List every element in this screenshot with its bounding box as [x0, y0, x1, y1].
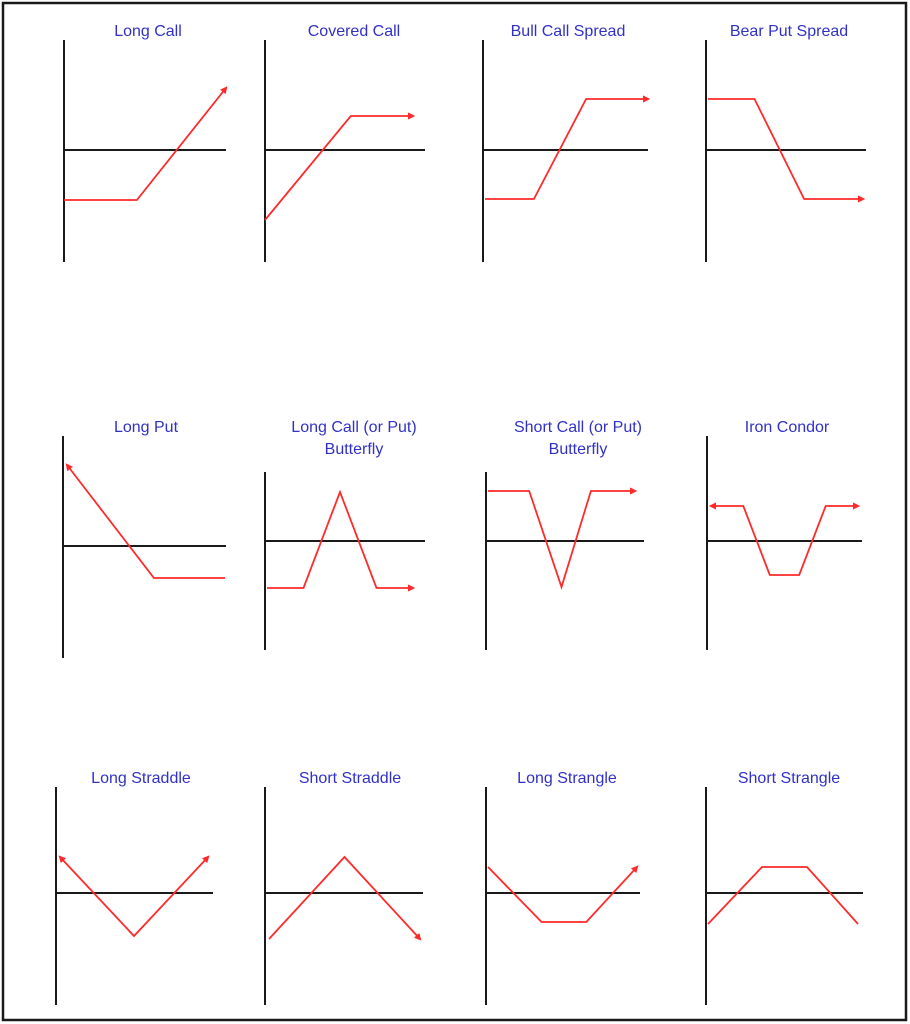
- title-long-call-butterfly-line2: Butterfly: [325, 441, 384, 458]
- payoff-line-long-strangle: [487, 865, 639, 923]
- payoff-line-covered-call: [264, 112, 416, 221]
- payoff-line-long-straddle: [58, 855, 210, 938]
- panel-short-straddle: Short Straddle: [264, 770, 423, 1005]
- panel-iron-condor: Iron Condor: [706, 419, 862, 650]
- payoff-line-long-call: [64, 86, 228, 201]
- payoff-line-bear-put-spread: [708, 98, 866, 203]
- panel-long-call-butterfly: Long Call (or Put) Butterfly: [264, 419, 425, 650]
- title-long-strangle: Long Strangle: [517, 770, 617, 787]
- title-long-call: Long Call: [114, 23, 182, 40]
- panel-bull-call-spread: Bull Call Spread: [482, 23, 651, 262]
- payoff-line-short-strangle: [707, 866, 859, 925]
- title-bull-call-spread: Bull Call Spread: [511, 23, 626, 40]
- title-long-call-butterfly: Long Call (or Put): [291, 419, 416, 436]
- title-short-call-butterfly-line2: Butterfly: [549, 441, 608, 458]
- payoff-line-iron-condor: [708, 502, 861, 576]
- panel-covered-call: Covered Call: [264, 23, 425, 262]
- strategy-panels: Long Call Covered Call Bull Call Spread Bea…: [55, 23, 866, 1005]
- title-covered-call: Covered Call: [308, 23, 400, 40]
- panel-short-call-butterfly: Short Call (or Put) Butterfly: [485, 419, 644, 650]
- panel-long-put: Long Put: [62, 419, 226, 658]
- panel-long-strangle: Long Strangle: [485, 770, 640, 1005]
- panel-bear-put-spread: Bear Put Spread: [705, 23, 866, 262]
- title-short-strangle: Short Strangle: [738, 770, 840, 787]
- payoff-line-long-call-butterfly: [267, 489, 416, 592]
- title-long-straddle: Long Straddle: [91, 770, 191, 787]
- title-long-put: Long Put: [114, 419, 179, 436]
- payoff-line-long-put: [65, 463, 225, 579]
- title-iron-condor: Iron Condor: [745, 419, 830, 436]
- panel-short-strangle: Short Strangle: [705, 770, 863, 1005]
- panel-long-straddle: Long Straddle: [55, 770, 213, 1005]
- payoff-line-bull-call-spread: [485, 95, 651, 200]
- panel-long-call: Long Call: [63, 23, 228, 262]
- title-short-straddle: Short Straddle: [299, 770, 401, 787]
- payoff-line-short-straddle: [268, 855, 422, 941]
- title-short-call-butterfly: Short Call (or Put): [514, 419, 642, 436]
- payoff-line-short-call-butterfly: [488, 487, 638, 590]
- title-bear-put-spread: Bear Put Spread: [730, 23, 848, 40]
